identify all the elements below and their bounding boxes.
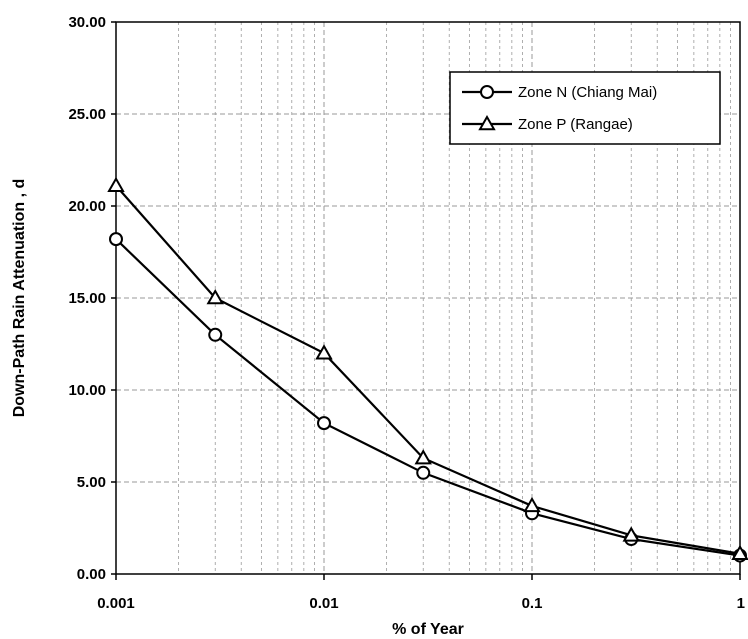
data-point-triangle bbox=[107, 176, 125, 193]
x-axis: 0.001 0.01 0.1 1 bbox=[97, 574, 745, 612]
y-axis-label: Down-Path Rain Attenuation , d bbox=[11, 179, 28, 418]
legend-item: Zone P (Rangae) bbox=[462, 114, 633, 133]
legend-box bbox=[449, 71, 721, 145]
data-point-triangle bbox=[315, 344, 333, 360]
series-1 bbox=[109, 232, 747, 563]
legend-marker-triangle bbox=[478, 114, 496, 131]
data-point-triangle bbox=[523, 496, 541, 513]
legend-label: Zone P (Rangae) bbox=[518, 116, 633, 133]
data-point-circle bbox=[208, 327, 223, 342]
x-axis-label: % of Year bbox=[392, 621, 464, 638]
series-2 bbox=[107, 176, 748, 561]
y-tick-label: 15.00 bbox=[68, 290, 106, 307]
series-layer bbox=[107, 176, 748, 563]
y-tick-label: 20.00 bbox=[68, 198, 106, 215]
legend-marker-circle bbox=[480, 85, 494, 99]
series-line bbox=[115, 238, 741, 557]
data-point-triangle bbox=[414, 449, 432, 465]
x-tick-label: 0.001 bbox=[97, 595, 135, 612]
legend-label: Zone N (Chiang Mai) bbox=[518, 84, 657, 101]
legend: Zone N (Chiang Mai) Zone P (Rangae) bbox=[449, 71, 721, 145]
legend-item: Zone N (Chiang Mai) bbox=[462, 84, 657, 101]
y-tick-label: 10.00 bbox=[68, 382, 106, 399]
y-tick-label: 0.00 bbox=[77, 566, 106, 583]
data-point-circle bbox=[109, 232, 123, 247]
data-point-triangle bbox=[622, 526, 640, 542]
data-point-circle bbox=[317, 416, 331, 431]
x-tick-label: 0.01 bbox=[309, 595, 338, 612]
y-tick-label: 25.00 bbox=[68, 106, 106, 123]
data-point-triangle bbox=[731, 544, 748, 561]
y-axis: 0.00 5.00 10.00 15.00 20.00 25.00 30.00 bbox=[68, 14, 116, 583]
data-point-circle bbox=[416, 465, 431, 480]
y-tick-label: 5.00 bbox=[77, 474, 106, 491]
series-line bbox=[115, 185, 741, 555]
y-tick-label: 30.00 bbox=[68, 14, 106, 31]
x-tick-label: 0.1 bbox=[522, 595, 543, 612]
data-point-triangle bbox=[206, 288, 224, 305]
x-tick-label: 1 bbox=[737, 595, 745, 612]
